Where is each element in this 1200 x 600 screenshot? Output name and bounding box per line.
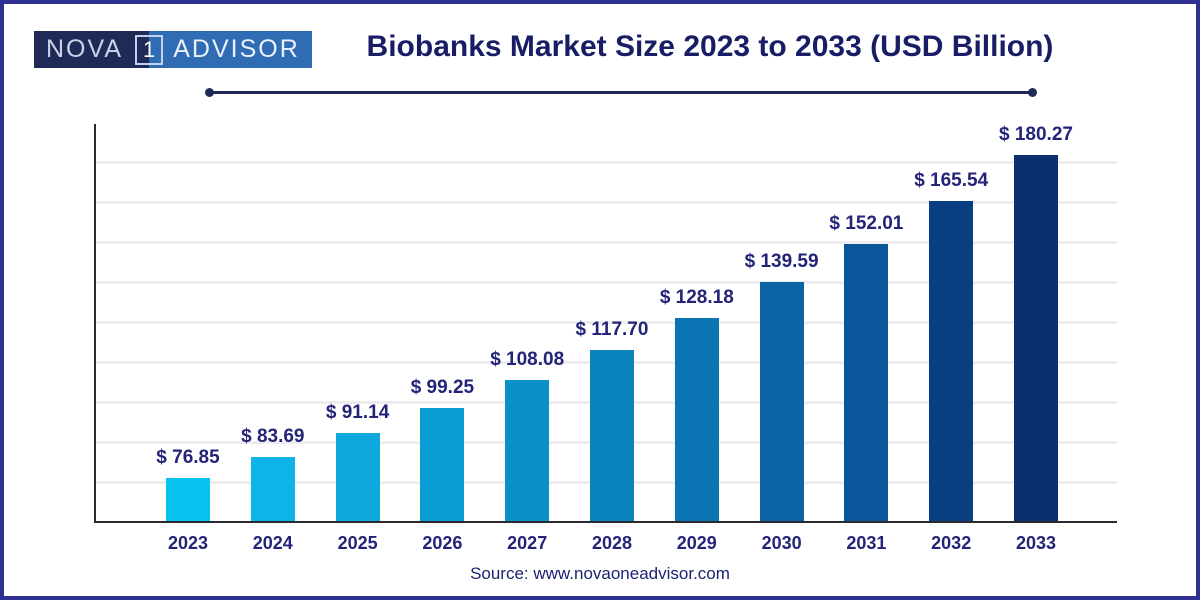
title-underline-rule xyxy=(205,88,1037,97)
bar-2028 xyxy=(590,350,634,521)
bar-2023 xyxy=(166,478,210,521)
bar-group-2027: $ 108.08 2027 xyxy=(477,124,577,553)
logo-text-advisor: ADVISOR xyxy=(173,35,300,63)
nova-one-advisor-logo: NOVA 1 ADVISOR xyxy=(34,31,312,68)
x-axis-label: 2026 xyxy=(422,533,463,553)
bar-value-label: $ 108.08 xyxy=(490,349,565,370)
bar-2032 xyxy=(929,201,974,521)
bar-value-label: $ 91.14 xyxy=(325,402,390,423)
chart-title: Biobanks Market Size 2023 to 2033 (USD B… xyxy=(366,30,1054,63)
source-text: Source: www.novaoneadvisor.com xyxy=(470,564,730,583)
bar-2031 xyxy=(844,244,889,521)
bar-group-2026: $ 99.25 2026 xyxy=(392,124,492,553)
bar-group-2024: $ 83.69 2024 xyxy=(223,124,323,553)
x-axis-label: 2033 xyxy=(1015,533,1057,553)
rule-right-dot xyxy=(1028,88,1037,97)
rule-left-dot xyxy=(205,88,214,97)
logo-middle-segment: 1 xyxy=(133,31,166,68)
x-axis-label: 2025 xyxy=(337,533,378,553)
bar-value-label: $ 165.54 xyxy=(914,170,989,191)
x-axis-label: 2024 xyxy=(252,533,293,553)
bar-2027 xyxy=(505,380,550,521)
logo-text-nova: NOVA xyxy=(46,35,123,63)
bar-group-2023: $ 76.85 2023 xyxy=(138,124,238,553)
x-axis-label: 2028 xyxy=(591,533,633,553)
x-axis-label: 2031 xyxy=(846,533,887,553)
bar-group-2028: $ 117.70 2028 xyxy=(562,124,662,553)
x-axis-label: 2029 xyxy=(676,533,717,553)
bar-group-2029: $ 128.18 2029 xyxy=(647,124,747,553)
bar-value-label: $ 117.70 xyxy=(575,319,649,340)
bar-value-label: $ 139.59 xyxy=(744,251,819,272)
bar-2026 xyxy=(420,408,465,521)
bar-value-label: $ 76.85 xyxy=(156,447,220,468)
bar-value-label: $ 99.25 xyxy=(410,377,475,398)
bar-2029 xyxy=(674,318,719,521)
bar-value-label: $ 180.27 xyxy=(999,124,1073,145)
bar-group-2032: $ 165.54 2032 xyxy=(901,124,1001,553)
bar-group-2031: $ 152.01 2031 xyxy=(816,124,916,553)
bar-value-label: $ 83.69 xyxy=(241,426,305,447)
bar-2030 xyxy=(759,282,804,521)
logo-left-segment: NOVA xyxy=(34,31,133,68)
bar-2033 xyxy=(1014,155,1058,521)
bar-value-label: $ 128.18 xyxy=(659,287,734,308)
x-axis-label: 2030 xyxy=(761,533,802,553)
bar-group-2030: $ 139.59 2030 xyxy=(732,124,832,553)
x-axis-label: 2032 xyxy=(931,533,972,553)
x-axis-label: 2023 xyxy=(167,533,209,553)
bar-group-2025: $ 91.14 2025 xyxy=(308,124,408,553)
plot-area: $ 76.85 2023 $ 83.69 2024 $ 91.14 2025 $ 99.25… xyxy=(94,124,1117,553)
x-axis-label: 2027 xyxy=(507,533,548,553)
bar-2024 xyxy=(250,457,295,521)
bar-group-2033: $ 180.27 2033 xyxy=(986,124,1086,553)
bar-2025 xyxy=(335,433,380,521)
logo-one-box: 1 xyxy=(135,34,164,65)
logo-right-segment: ADVISOR xyxy=(165,31,312,68)
bar-value-label: $ 152.01 xyxy=(829,213,904,234)
